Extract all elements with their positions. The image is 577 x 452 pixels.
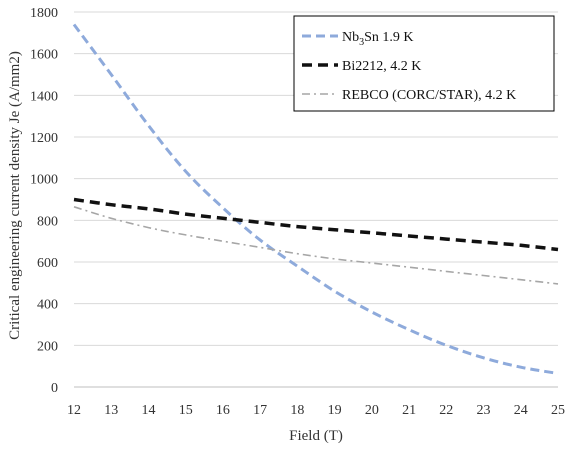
y-tick-label: 800: [37, 214, 58, 229]
x-tick-label: 15: [179, 403, 193, 418]
x-tick-label: 20: [365, 403, 379, 418]
legend-label-nb3sn: Nb3Sn 1.9 K: [342, 30, 414, 48]
y-tick-label: 1400: [30, 89, 58, 104]
x-tick-label: 13: [104, 403, 118, 418]
y-tick-label: 1800: [30, 6, 58, 21]
x-tick-label: 14: [141, 403, 155, 418]
x-axis-title: Field (T): [289, 428, 343, 444]
series-line-bi2212: [73, 197, 559, 252]
x-tick-label: 16: [216, 403, 230, 418]
y-tick-label: 400: [37, 298, 58, 313]
legend-label-rebco: REBCO (CORC/STAR), 4.2 K: [342, 88, 516, 103]
y-tick-label: 1000: [30, 173, 58, 188]
y-tick-label: 0: [51, 381, 58, 396]
series-line-nb3sn: [72, 23, 559, 375]
x-tick-label: 23: [477, 403, 491, 418]
gridlines: [74, 11, 558, 346]
series-lines: [72, 23, 559, 375]
x-tick-label: 24: [514, 403, 528, 418]
x-tick-label: 22: [439, 403, 453, 418]
legend-label-bi2212: Bi2212, 4.2 K: [342, 59, 421, 74]
y-tick-label: 1600: [30, 48, 58, 63]
x-tick-label: 25: [551, 403, 565, 418]
tick-labels: 0 200 400 600 800 1000 1200 1400 1600 1800 12 13 14 1…: [30, 6, 565, 418]
y-tick-label: 600: [37, 256, 58, 271]
x-tick-label: 19: [328, 403, 342, 418]
legend: Nb3Sn 1.9 K Bi2212, 4.2 K REBCO (CORC/ST…: [293, 15, 555, 112]
x-tick-label: 12: [67, 403, 81, 418]
x-tick-label: 17: [253, 403, 267, 418]
x-tick-label: 21: [402, 403, 416, 418]
y-tick-label: 1200: [30, 131, 58, 146]
x-tick-label: 18: [290, 403, 304, 418]
series-line-rebco: [73, 206, 559, 285]
y-tick-label: 200: [37, 339, 58, 354]
y-axis-title: Critical engineering current density Je …: [7, 51, 23, 340]
